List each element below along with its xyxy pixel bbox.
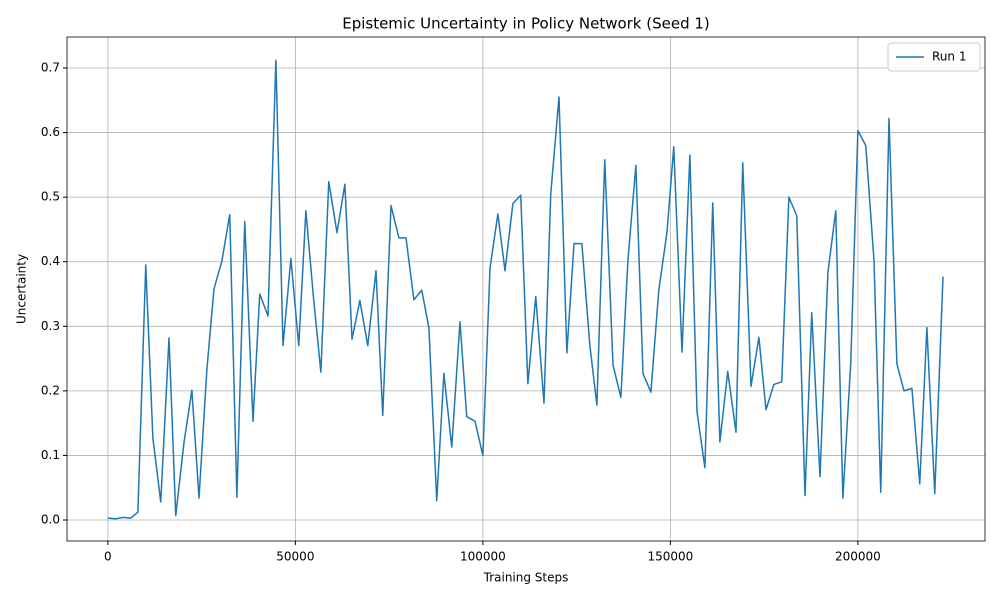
- axes-frame: [66, 36, 986, 542]
- x-axis-label: Training Steps: [483, 571, 569, 585]
- y-tick-label: 0.5: [41, 190, 60, 204]
- chart-title: Epistemic Uncertainty in Policy Network …: [342, 15, 710, 33]
- y-tick-label: 0.6: [41, 125, 60, 139]
- y-tick-label: 0.3: [41, 319, 60, 333]
- x-tick-label: 100000: [460, 550, 506, 564]
- legend-label: Run 1: [932, 50, 966, 64]
- data-line: [107, 59, 944, 520]
- y-tick-label: 0.4: [41, 254, 60, 268]
- y-tick-label: 0.2: [41, 383, 60, 397]
- x-tick-label: 0: [104, 550, 112, 564]
- y-axis-label: Uncertainty: [15, 254, 29, 324]
- x-tick-label: 150000: [647, 550, 693, 564]
- y-tick-label: 0.7: [41, 60, 60, 74]
- legend-box: [887, 42, 981, 72]
- x-tick-label: 50000: [276, 550, 314, 564]
- y-tick-label: 0.1: [41, 448, 60, 462]
- y-tick-label: 0.0: [41, 513, 60, 527]
- x-tick-label: 200000: [835, 550, 881, 564]
